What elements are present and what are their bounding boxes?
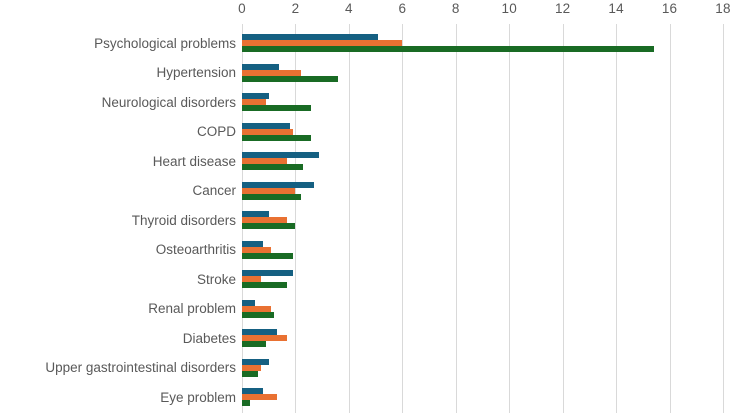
- category-label: Cancer: [192, 183, 236, 199]
- category-label: Renal problem: [148, 301, 236, 317]
- gridline: [723, 24, 724, 413]
- bar-series-orange: [242, 305, 272, 312]
- gridline: [509, 24, 511, 413]
- category-label: Eye problem: [160, 389, 236, 405]
- bar-series-blue: [242, 240, 264, 247]
- category-label: Hypertension: [156, 65, 236, 81]
- bar-series-orange: [242, 335, 288, 342]
- category-label: Psychological problems: [94, 35, 236, 51]
- bar-series-orange: [242, 128, 293, 135]
- bar-series-blue: [242, 63, 280, 70]
- bar-series-orange: [242, 364, 261, 371]
- x-tick-label: 12: [554, 1, 571, 16]
- gridline: [295, 24, 297, 413]
- category-label: Osteoarthritis: [155, 242, 236, 258]
- bar-series-blue: [242, 93, 269, 100]
- x-tick-label: 14: [608, 1, 624, 16]
- x-tick-label: 4: [345, 1, 353, 16]
- bar-series-green: [242, 223, 296, 230]
- gridline: [616, 24, 618, 413]
- bar-series-orange: [242, 40, 403, 47]
- x-tick-label: 10: [501, 1, 517, 16]
- category-label: Neurological disorders: [101, 94, 236, 110]
- bar-series-orange: [242, 69, 301, 76]
- bar-series-green: [242, 400, 251, 407]
- gridline: [669, 24, 671, 413]
- bar-series-blue: [242, 181, 315, 188]
- x-tick-label: 0: [238, 1, 246, 16]
- category-label: Stroke: [196, 271, 236, 287]
- category-label: Upper gastrointestinal disorders: [45, 360, 236, 376]
- category-label: Diabetes: [182, 330, 236, 346]
- bar-series-blue: [242, 388, 264, 395]
- bar-series-orange: [242, 99, 267, 106]
- bar-series-green: [242, 193, 301, 200]
- bar-series-green: [242, 282, 288, 289]
- bar-series-green: [242, 341, 267, 348]
- bar-series-green: [242, 370, 259, 377]
- x-tick-label: 2: [291, 1, 300, 16]
- bar-series-blue: [242, 358, 269, 365]
- bar-series-orange: [242, 276, 261, 283]
- gridline: [348, 24, 350, 413]
- bar-series-green: [242, 134, 312, 141]
- bar-series-orange: [242, 246, 272, 253]
- category-label: Thyroid disorders: [131, 212, 236, 228]
- x-tick-label: 6: [398, 1, 407, 16]
- category-label: COPD: [196, 124, 236, 140]
- bar-series-orange: [242, 394, 277, 401]
- bar-series-blue: [242, 299, 256, 306]
- bar-series-green: [242, 105, 312, 112]
- bar-series-green: [242, 164, 304, 171]
- gridline: [455, 24, 457, 413]
- bar-series-blue: [242, 270, 293, 277]
- x-tick-label: 16: [661, 1, 678, 16]
- bar-series-green: [242, 311, 275, 318]
- bar-series-orange: [242, 187, 296, 194]
- bar-series-blue: [242, 152, 320, 159]
- gridline: [562, 24, 564, 413]
- bar-series-blue: [242, 211, 269, 218]
- x-tick-label: 8: [451, 1, 460, 16]
- bar-series-green: [242, 252, 293, 259]
- bar-series-orange: [242, 217, 288, 224]
- x-tick-label: 18: [715, 1, 731, 16]
- bar-series-orange: [242, 158, 288, 165]
- category-label: Heart disease: [152, 153, 236, 169]
- bar-series-blue: [242, 122, 291, 129]
- bar-series-green: [242, 46, 654, 53]
- bar-series-green: [242, 75, 339, 82]
- bar-series-blue: [242, 329, 277, 336]
- bar-series-blue: [242, 34, 379, 41]
- gridline: [402, 24, 404, 413]
